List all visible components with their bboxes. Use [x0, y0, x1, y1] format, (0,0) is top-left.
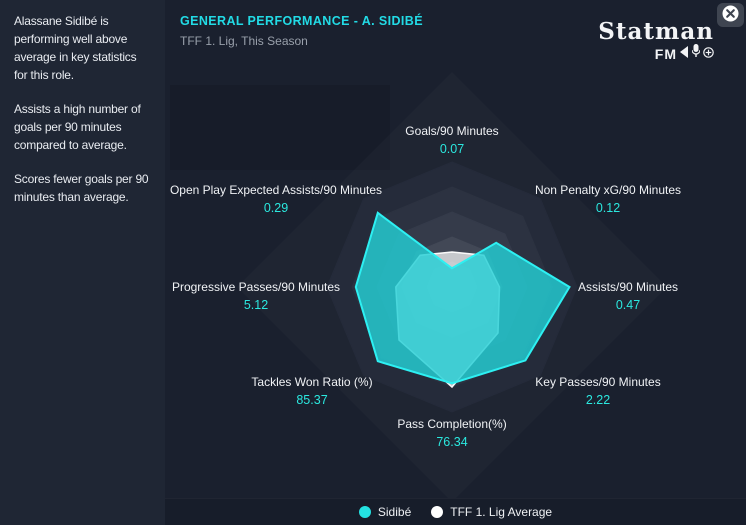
axis-label: Pass Completion(%): [397, 417, 507, 431]
axis-label: Key Passes/90 Minutes: [535, 375, 661, 389]
legend-item-average[interactable]: TFF 1. Lig Average: [431, 505, 552, 519]
axis-label: Open Play Expected Assists/90 Minutes: [169, 183, 383, 197]
analysis-summary-2: Assists a high number of goals per 90 mi…: [14, 102, 141, 152]
axis-value: 2.22: [585, 393, 611, 407]
axis-label: Goals/90 Minutes: [405, 124, 499, 138]
speaker-icon: [680, 45, 689, 63]
axis-label: Assists/90 Minutes: [577, 280, 679, 294]
player-legend-dot-icon: [358, 506, 371, 518]
axis-label: Progressive Passes/90 Minutes: [171, 280, 341, 294]
axis-label: Tackles Won Ratio (%): [251, 375, 373, 389]
axis-value: 76.34: [436, 435, 468, 449]
statman-fm-logo: Statman FM: [598, 20, 714, 63]
analysis-sidebar: Alassane Sidibé is performing well above…: [0, 0, 165, 525]
axis-value: 0.47: [615, 298, 641, 312]
page-title: GENERAL PERFORMANCE - A. SIDIBÉ: [180, 14, 423, 28]
legend-label: TFF 1. Lig Average: [450, 505, 553, 519]
logo-fm-text: FM: [654, 45, 677, 62]
axis-value: 0.07: [439, 142, 465, 156]
analysis-summary-3: Scores fewer goals per 90 minutes than a…: [14, 172, 149, 204]
close-icon: [722, 5, 739, 25]
axis-value: 0.29: [263, 201, 289, 215]
analysis-summary-1: Alassane Sidibé is performing well above…: [14, 14, 137, 82]
axis-value: 85.37: [296, 393, 328, 407]
legend-label: Sidibé: [377, 505, 412, 519]
axis-value: 0.12: [595, 201, 621, 215]
average-legend-dot-icon: [431, 506, 444, 518]
legend-item-player[interactable]: Sidibé: [358, 505, 412, 519]
axis-label: Non Penalty xG/90 Minutes: [534, 183, 682, 197]
page-subtitle: TFF 1. Lig, This Season: [180, 34, 308, 48]
close-button[interactable]: [717, 3, 744, 27]
chart-legend: Sidibé TFF 1. Lig Average: [165, 498, 746, 525]
plus-circle-icon: [703, 45, 714, 63]
microphone-icon: [691, 44, 701, 63]
logo-text: Statman: [598, 18, 714, 45]
axis-value: 5.12: [243, 298, 269, 312]
